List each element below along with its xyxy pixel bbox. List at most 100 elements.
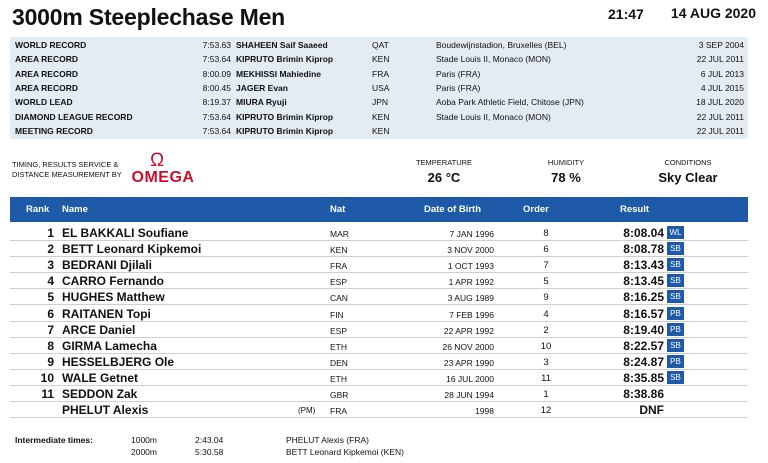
record-label: WORLD LEAD (15, 97, 73, 108)
split-time: 2:43.04 (195, 435, 224, 445)
result-name: WALE Getnet (62, 370, 139, 385)
record-label: AREA RECORD (15, 68, 78, 79)
result-name: HESSELBJERG Ole (62, 354, 175, 369)
result-name: RAITANEN Topi (62, 306, 151, 321)
record-holder: KIPRUTO Brimin Kiprop (236, 111, 334, 122)
result-order: 3 (543, 356, 549, 368)
result-order: 11 (541, 372, 551, 384)
result-dob: 7 FEB 1996 (449, 309, 494, 320)
header-nat: Nat (330, 204, 346, 215)
result-mark: 8:22.57 (623, 338, 664, 353)
record-date: 22 JUL 2011 (696, 54, 744, 65)
result-dob: 1 APR 1992 (448, 277, 494, 288)
result-row: 7 ARCE Daniel ESP 22 APR 1992 2 8:19.40 PB (10, 322, 748, 338)
result-nat: CAN (330, 293, 348, 304)
result-order: 8 (543, 228, 549, 239)
record-date: 22 JUL 2011 (696, 111, 744, 122)
record-label: DIAMOND LEAGUE RECORD (15, 111, 133, 122)
header-order: Order (523, 204, 549, 215)
record-row: AREA RECORD 7:53.64 KIPRUTO Brimin Kiprop K… (10, 52, 748, 66)
split-distance: 1000m (131, 435, 157, 445)
result-badge: SB (667, 242, 684, 256)
record-venue: Boudewijnstadion, Bruxelles (BEL) (436, 40, 567, 50)
record-holder: KIPRUTO Brimin Kiprop (236, 54, 334, 65)
result-name: GIRMA Lamecha (62, 338, 157, 353)
result-name: PHELUT Alexis (62, 403, 149, 418)
result-mark: 8:24.87 (623, 354, 664, 369)
record-nat: JPN (372, 97, 389, 108)
record-venue: Stade Louis II, Monaco (MON) (436, 54, 551, 65)
temperature-label: TEMPERATURE (415, 158, 473, 167)
result-dob: 3 NOV 2000 (447, 245, 494, 256)
result-name: ARCE Daniel (62, 322, 136, 337)
result-nat: ESP (330, 277, 348, 288)
result-mark: 8:35.85 (623, 370, 664, 385)
record-row: AREA RECORD 8:00.45 JAGER Evan USA Paris (FR… (10, 81, 748, 95)
record-nat: QAT (372, 40, 389, 50)
result-mark: 8:08.78 (623, 242, 664, 257)
record-row: AREA RECORD 8:00.09 MEKHISSI Mahiedine FRA P… (10, 67, 748, 81)
split-athlete: PHELUT Alexis (FRA) (286, 435, 369, 445)
record-time: 7:53.64 (202, 54, 231, 65)
result-row: 4 CARRO Fernando ESP 1 APR 1992 5 8:13.45 SB (10, 273, 748, 290)
record-time: 8:00.45 (202, 82, 231, 93)
result-name: BETT Leonard Kipkemoi (62, 242, 202, 257)
result-name: CARRO Fernando (62, 274, 164, 289)
result-badge: SB (667, 338, 684, 352)
result-badge: SB (667, 258, 684, 272)
result-row: 8 GIRMA Lamecha ETH 26 NOV 2000 10 8:22.57 SB (10, 338, 748, 354)
result-mark: 8:13.45 (623, 274, 664, 289)
result-nat: KEN (330, 245, 348, 256)
record-venue: Paris (FRA) (436, 82, 481, 93)
omega-symbol-icon: Ω (150, 150, 165, 171)
result-mark: 8:08.04 (623, 226, 664, 240)
result-row: 2 BETT Leonard Kipkemoi KEN 3 NOV 2000 6 8:08… (10, 241, 748, 258)
record-holder: JAGER Evan (236, 82, 288, 93)
header-dob: Date of Birth (424, 204, 481, 215)
result-row: 10 WALE Getnet ETH 16 JUL 2000 11 8:35.85 SB (10, 370, 748, 386)
record-time: 7:53.64 (202, 125, 231, 136)
records-table: WORLD RECORD 7:53.63 SHAHEEN Saif Saaeed QA… (10, 37, 748, 139)
record-label: AREA RECORD (15, 54, 78, 65)
record-label: MEETING RECORD (15, 125, 93, 136)
record-nat: USA (372, 82, 390, 93)
header-date: 14 AUG 2020 (670, 5, 756, 21)
result-order: 1 (543, 389, 549, 400)
conditions-label: CONDITIONS (664, 158, 712, 167)
result-rank: 4 (47, 274, 54, 289)
record-time: 7:53.64 (202, 111, 231, 122)
record-venue: Stade Louis II, Monaco (MON) (436, 111, 551, 122)
result-mark: 8:13.43 (623, 258, 664, 273)
record-label: AREA RECORD (15, 82, 78, 93)
record-venue: Aoba Park Athletic Field, Chitose (JPN) (436, 97, 584, 108)
result-dob: 26 NOV 2000 (442, 341, 494, 352)
result-rank: 6 (47, 306, 54, 321)
result-nat: GBR (330, 390, 349, 400)
result-name: BEDRANI Djilali (62, 258, 153, 273)
timing-credit: TIMING, RESULTS SERVICE & DISTANCE MEASU… (12, 160, 122, 180)
result-row: 6 RAITANEN Topi FIN 7 FEB 1996 4 8:16.57 PB (10, 306, 748, 322)
result-row: 9 HESSELBJERG Ole DEN 23 APR 1990 3 8:24.87 PB (10, 354, 748, 370)
result-order: 7 (543, 260, 549, 272)
timing-credit-line1: TIMING, RESULTS SERVICE & (12, 160, 119, 169)
result-note: (PM) (298, 406, 316, 416)
conditions-value: Sky Clear (658, 170, 718, 185)
result-badge: SB (667, 370, 684, 384)
result-dob: 1 OCT 1993 (447, 261, 494, 272)
result-dob: 7 JAN 1996 (449, 229, 494, 239)
result-order: 5 (543, 276, 549, 288)
timing-credit-line2: DISTANCE MEASUREMENT BY (12, 170, 122, 179)
record-date: 3 SEP 2004 (698, 40, 744, 50)
split-time: 5:30.58 (195, 447, 224, 457)
result-nat: DEN (330, 357, 348, 368)
record-nat: FRA (372, 68, 389, 79)
record-holder: SHAHEEN Saif Saaeed (236, 40, 328, 50)
result-mark: 8:16.57 (623, 306, 664, 321)
result-rank: 5 (47, 290, 54, 305)
result-badge: WL (667, 226, 684, 239)
results-header: Rank Name Nat Date of Birth Order Result (10, 197, 748, 222)
result-order: 9 (543, 292, 549, 304)
result-dob: 23 APR 1990 (443, 357, 494, 368)
result-row: 3 BEDRANI Djilali FRA 1 OCT 1993 7 8:13.43 SB (10, 257, 748, 274)
header-rank: Rank (26, 204, 50, 215)
